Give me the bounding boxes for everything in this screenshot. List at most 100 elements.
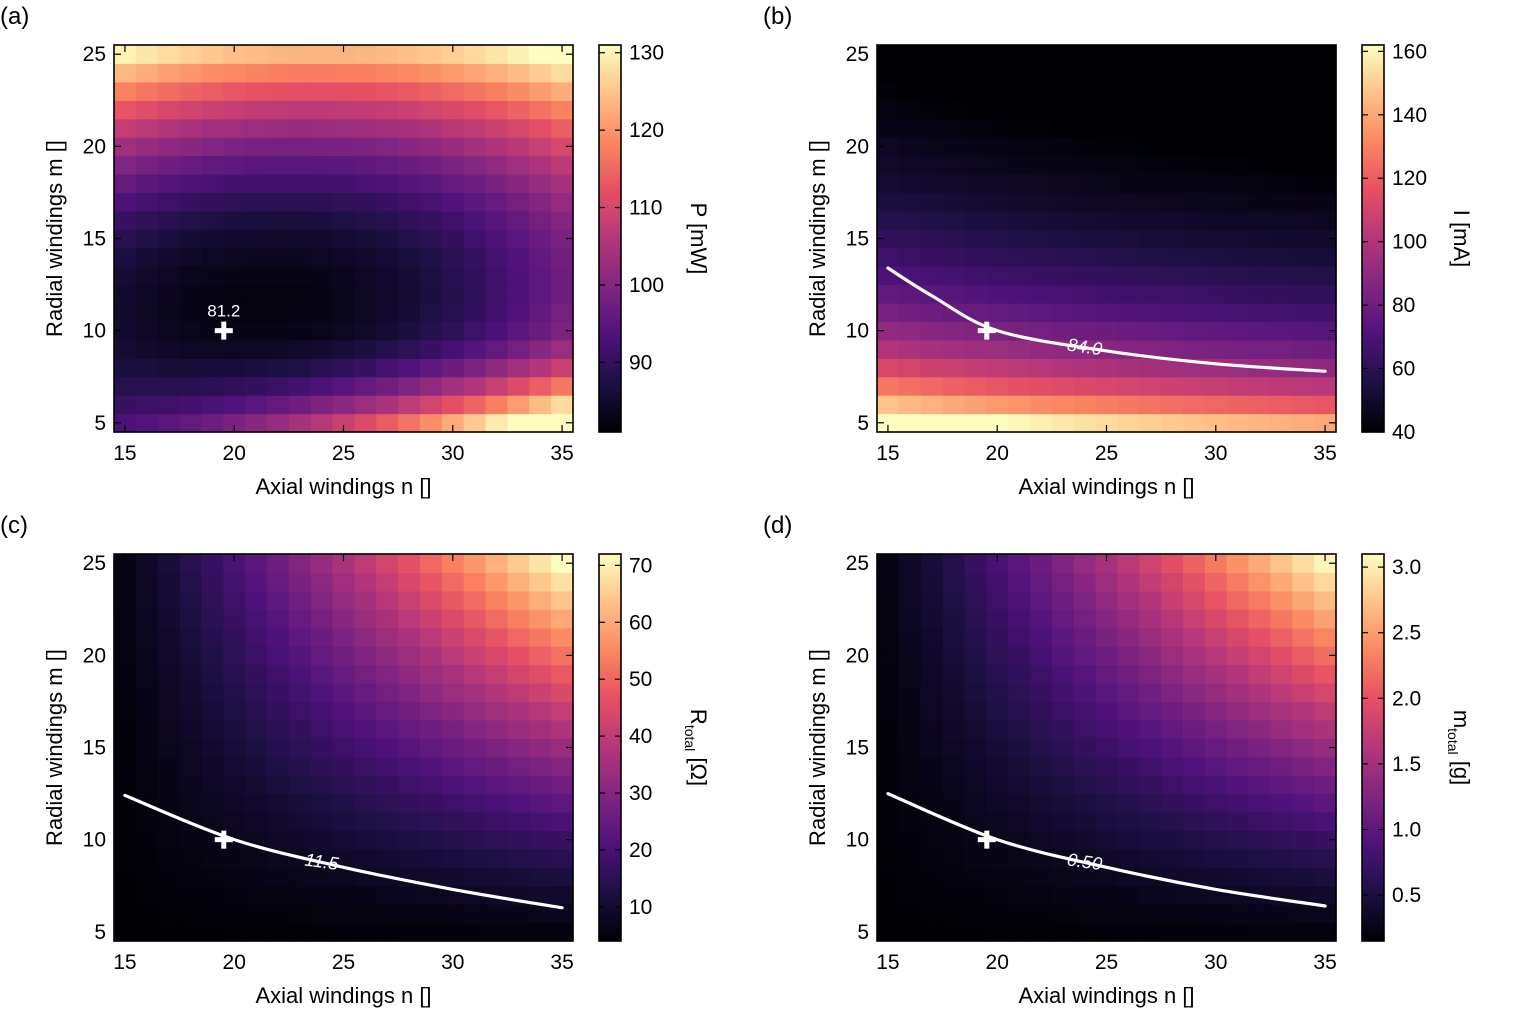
heatmap-cell	[1204, 775, 1228, 795]
heatmap-cell	[986, 376, 1009, 396]
heatmap-cell	[920, 664, 944, 684]
heatmap-cell	[310, 266, 334, 286]
heatmap-cell	[485, 45, 509, 65]
heatmap-cell	[114, 775, 137, 795]
heatmap-cell	[1051, 413, 1075, 433]
heatmap-cell	[1161, 339, 1184, 359]
heatmap-cell	[310, 118, 334, 138]
x-tick-label: 15	[113, 951, 136, 974]
heatmap-cell	[267, 229, 290, 249]
heatmap-cell	[986, 554, 1009, 574]
heatmap-cell	[1139, 756, 1162, 776]
heatmap-cell	[986, 590, 1009, 610]
heatmap-cell	[1161, 627, 1184, 647]
heatmap-cell	[551, 627, 574, 647]
heatmap-cell	[420, 63, 443, 83]
heatmap-cell	[376, 701, 399, 721]
heatmap-cell	[376, 609, 399, 629]
heatmap-cell	[179, 358, 203, 378]
heatmap-cell	[1073, 284, 1097, 304]
heatmap-cell	[441, 683, 465, 703]
y-tick-label: 10	[83, 320, 106, 343]
heatmap-cell	[1030, 719, 1053, 739]
heatmap-cell	[288, 81, 312, 101]
heatmap-cell	[529, 701, 552, 721]
heatmap-cell	[463, 646, 487, 666]
heatmap-cell	[942, 885, 966, 905]
heatmap-cell	[1073, 137, 1097, 157]
heatmap-cell	[529, 174, 552, 194]
heatmap-cell	[485, 885, 509, 905]
heatmap-cell	[1095, 572, 1119, 592]
heatmap-cell	[179, 775, 203, 795]
heatmap-cell	[551, 192, 574, 212]
heatmap-cell	[157, 395, 181, 415]
heatmap-cell	[551, 413, 574, 433]
heatmap-cell	[964, 885, 987, 905]
heatmap-cell	[1314, 210, 1337, 230]
heatmap-cell	[1183, 867, 1206, 887]
heatmap-cell	[1248, 303, 1272, 323]
heatmap-cell	[135, 701, 159, 721]
heatmap-cell	[398, 321, 421, 341]
heatmap-cell	[157, 303, 181, 323]
heatmap-cell	[485, 904, 509, 924]
heatmap-cell	[529, 358, 552, 378]
heatmap-cell	[332, 247, 356, 267]
heatmap-cell	[1314, 701, 1337, 721]
heatmap-cell	[1073, 395, 1097, 415]
heatmap-cell	[1161, 646, 1184, 666]
heatmap-cell	[1051, 719, 1075, 739]
heatmap-cell	[201, 266, 224, 286]
heatmap-cell	[267, 683, 290, 703]
heatmap-cell	[507, 738, 530, 758]
heatmap-cell	[1204, 554, 1228, 574]
heatmap-cell	[1314, 284, 1337, 304]
heatmap-cell	[1292, 627, 1315, 647]
heatmap-cell	[332, 376, 356, 396]
heatmap-cell	[245, 155, 268, 175]
colorbar-tick-label: 100	[1392, 231, 1427, 254]
heatmap-cell	[1314, 793, 1337, 813]
contour-label: 84.0	[1066, 335, 1103, 360]
heatmap-cell	[1161, 738, 1184, 758]
heatmap-cell	[267, 609, 290, 629]
heatmap-cell	[1051, 646, 1075, 666]
heatmap-cell	[529, 590, 552, 610]
heatmap-cell	[1117, 719, 1140, 739]
heatmap-cell	[1270, 192, 1293, 212]
heatmap-cell	[485, 100, 509, 120]
heatmap-cell	[376, 395, 399, 415]
heatmap-cell	[485, 590, 509, 610]
heatmap-cell	[179, 45, 203, 65]
heatmap-cell	[1095, 137, 1119, 157]
heatmap-cell	[1183, 793, 1206, 813]
heatmap-cell	[1314, 590, 1337, 610]
heatmap-cell	[441, 266, 465, 286]
x-axis-title: Axial windings n []	[255, 474, 431, 499]
heatmap-cell	[485, 358, 509, 378]
heatmap-cell	[1008, 118, 1031, 138]
heatmap-cell	[1095, 413, 1119, 433]
heatmap-cell	[1183, 174, 1206, 194]
heatmap-cell	[1270, 830, 1293, 850]
colorbar-tick-label: 1.0	[1392, 818, 1421, 841]
heatmap-cell	[1095, 118, 1119, 138]
heatmap-cell	[398, 45, 421, 65]
colorbar-gradient	[599, 45, 621, 432]
heatmap-cell	[485, 922, 509, 942]
heatmap-cell	[485, 81, 509, 101]
heatmap-cell	[179, 646, 203, 666]
heatmap-cell	[179, 922, 203, 942]
heatmap-cell	[942, 174, 966, 194]
heatmap-cell	[310, 572, 334, 592]
heatmap-cell	[1270, 247, 1293, 267]
heatmap-cell	[1117, 284, 1140, 304]
heatmap-cell	[201, 885, 224, 905]
heatmap-cell	[1226, 376, 1250, 396]
heatmap-cell	[398, 719, 421, 739]
heatmap-cell	[441, 137, 465, 157]
heatmap-cell	[463, 376, 487, 396]
heatmap-cell	[986, 701, 1009, 721]
